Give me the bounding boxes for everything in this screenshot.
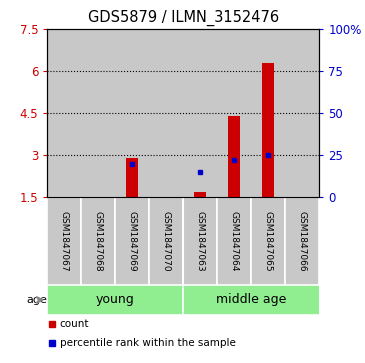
Text: GSM1847070: GSM1847070 xyxy=(162,211,171,272)
Text: percentile rank within the sample: percentile rank within the sample xyxy=(60,338,235,348)
Text: GSM1847065: GSM1847065 xyxy=(264,211,273,272)
Text: GSM1847064: GSM1847064 xyxy=(230,211,239,271)
Bar xyxy=(149,29,183,197)
Bar xyxy=(81,29,115,197)
Text: count: count xyxy=(60,319,89,329)
Bar xyxy=(251,197,285,285)
Bar xyxy=(218,197,251,285)
Bar xyxy=(184,285,337,315)
Text: GSM1847067: GSM1847067 xyxy=(60,211,69,272)
Title: GDS5879 / ILMN_3152476: GDS5879 / ILMN_3152476 xyxy=(88,10,279,26)
Bar xyxy=(184,197,218,285)
Text: GSM1847063: GSM1847063 xyxy=(196,211,205,272)
Bar xyxy=(195,192,206,197)
Bar xyxy=(47,197,81,285)
Bar xyxy=(47,285,184,315)
Text: GSM1847069: GSM1847069 xyxy=(128,211,137,272)
Bar xyxy=(149,197,183,285)
Text: age: age xyxy=(27,295,47,305)
Bar xyxy=(228,116,240,197)
Bar xyxy=(285,197,319,285)
Bar xyxy=(81,197,115,285)
Bar xyxy=(251,29,285,197)
Bar xyxy=(184,29,218,197)
Bar xyxy=(115,29,149,197)
Bar xyxy=(262,63,274,197)
Bar xyxy=(127,158,138,197)
Bar xyxy=(218,29,251,197)
Text: GSM1847066: GSM1847066 xyxy=(298,211,307,272)
Text: middle age: middle age xyxy=(216,293,287,306)
Text: young: young xyxy=(96,293,135,306)
Bar xyxy=(285,29,319,197)
Bar xyxy=(115,197,149,285)
Bar xyxy=(47,29,81,197)
Text: GSM1847068: GSM1847068 xyxy=(94,211,103,272)
